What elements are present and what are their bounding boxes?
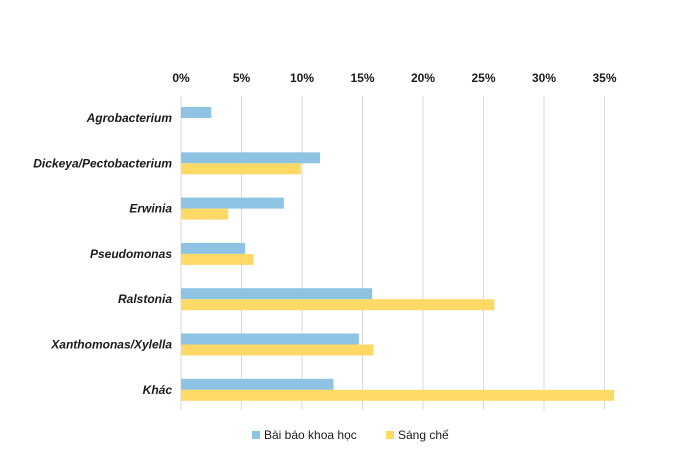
category-label: Dickeya/Pectobacterium	[33, 156, 172, 170]
x-tick-label: 5%	[233, 71, 251, 85]
x-tick-label: 30%	[532, 71, 556, 85]
bar-patents	[181, 299, 495, 311]
legend-label-series-1: Bài báo khoa học	[264, 428, 357, 442]
legend-label-series-2: Sáng chế	[398, 428, 449, 442]
x-tick-labels: 0% 5% 10% 15% 20% 25% 30% 35%	[172, 71, 617, 85]
bar-articles	[181, 107, 212, 118]
bar-patents	[181, 389, 615, 401]
bar-patents	[181, 208, 229, 220]
category-label: Pseudomonas	[90, 247, 172, 261]
legend-swatch-series-2	[386, 431, 394, 439]
x-tick-label: 35%	[592, 71, 616, 85]
x-tick-label: 0%	[172, 71, 190, 85]
category-label: Agrobacterium	[86, 111, 173, 125]
x-tick-label: 25%	[471, 71, 495, 85]
bar-articles	[181, 333, 359, 345]
legend: Bài báo khoa học Sáng chế	[252, 428, 449, 442]
bar-patents	[181, 253, 254, 265]
bar-articles	[181, 288, 373, 300]
x-tick-label: 20%	[411, 71, 435, 85]
category-label: Khác	[143, 383, 173, 397]
category-labels: Agrobacterium Dickeya/Pectobacterium Erwin…	[33, 111, 172, 397]
gridlines	[180, 96, 605, 410]
category-label: Erwinia	[129, 202, 172, 216]
bar-articles	[181, 152, 321, 164]
x-tick-label: 10%	[290, 71, 314, 85]
bar-patents	[181, 344, 374, 356]
bar-articles	[181, 197, 284, 209]
bar-articles	[181, 378, 334, 390]
category-label: Xanthomonas/Xylella	[50, 338, 172, 352]
bar-articles	[181, 242, 246, 254]
legend-swatch-series-1	[252, 431, 260, 439]
bar-patents	[181, 163, 301, 175]
bars	[181, 107, 615, 401]
category-label: Ralstonia	[118, 292, 172, 306]
x-tick-label: 15%	[350, 71, 374, 85]
